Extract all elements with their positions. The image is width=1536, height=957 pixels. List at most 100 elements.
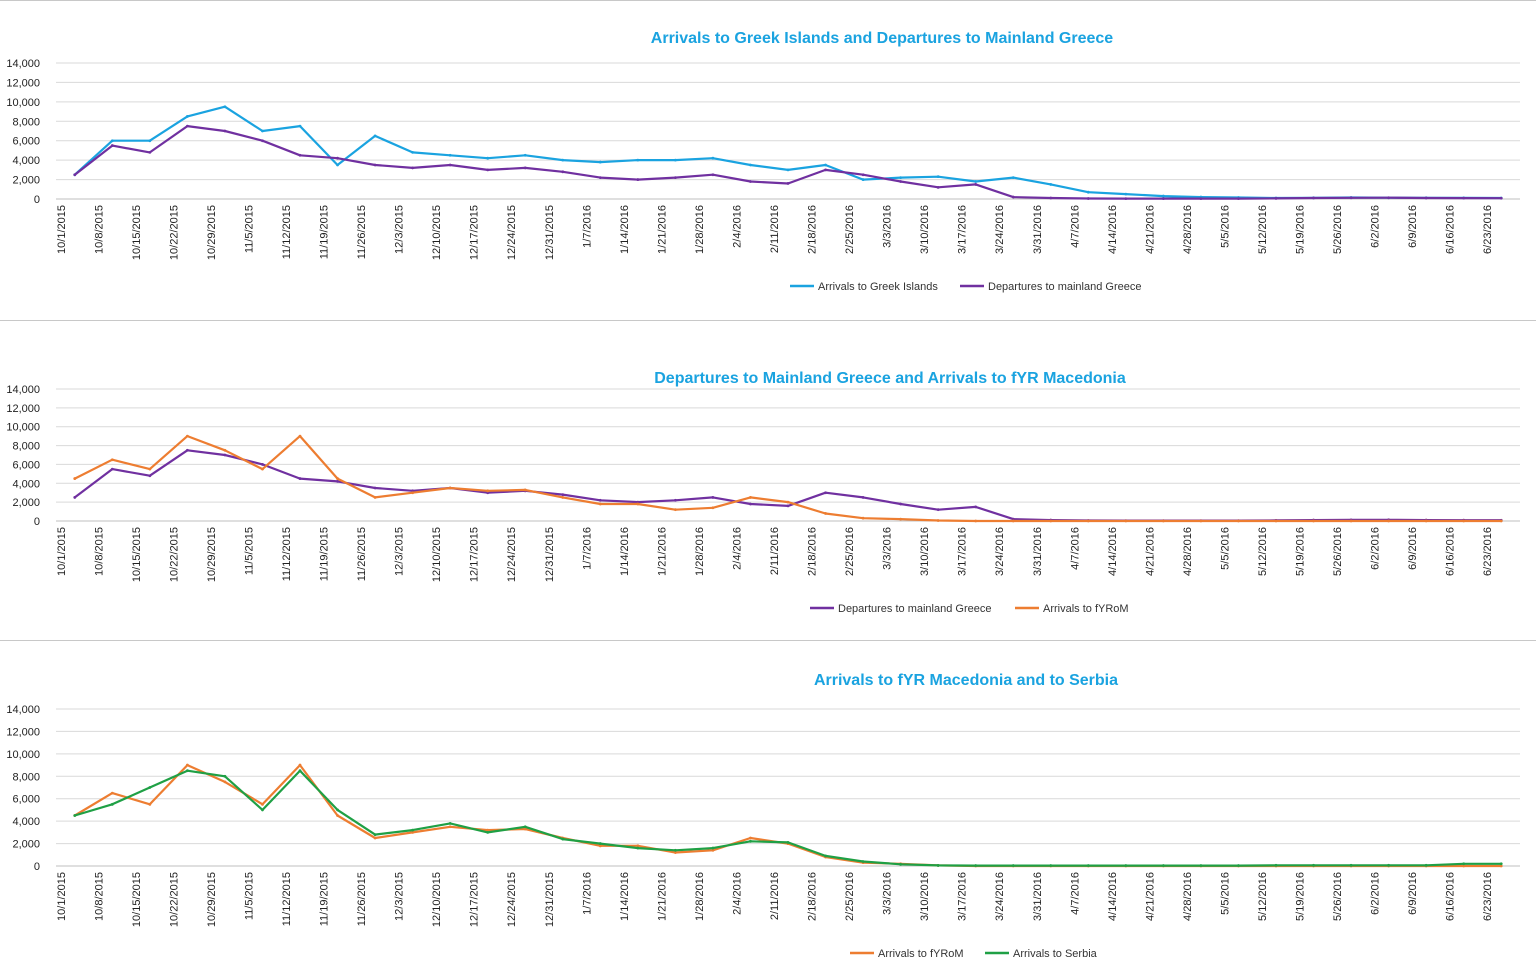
x-tick-label: 11/19/2015: [319, 872, 331, 926]
x-tick-label: 11/12/2015: [281, 205, 293, 259]
data-point: [448, 821, 452, 825]
data-point: [1312, 196, 1315, 200]
chart-arrivals-islands-departures-mainland: Arrivals to Greek Islands and Departures…: [6, 30, 1520, 293]
data-point: [636, 158, 640, 162]
x-tick-label: 12/10/2015: [431, 205, 443, 260]
chart-panel-departures-mainland-arrivals-fyrom[interactable]: Departures to Mainland Greece and Arriva…: [0, 320, 1536, 639]
x-tick-label: 5/5/2016: [1219, 205, 1231, 248]
data-point: [110, 144, 114, 147]
data-point: [1199, 864, 1203, 867]
y-tick-label: 6,000: [12, 136, 40, 148]
data-point: [1312, 519, 1315, 523]
data-point: [1161, 864, 1165, 867]
data-point: [1462, 864, 1466, 868]
chart-panel-arrivals-islands-departures-mainland[interactable]: Arrivals to Greek Islands and Departures…: [0, 0, 1536, 319]
data-point: [336, 163, 339, 167]
chart-departures-mainland-arrivals-fyrom: Departures to Mainland Greece and Arriva…: [6, 370, 1520, 615]
x-tick-label: 5/26/2016: [1332, 527, 1344, 576]
data-point: [298, 153, 302, 157]
x-tick-label: 3/24/2016: [994, 872, 1006, 921]
x-tick-label: 1/14/2016: [619, 205, 631, 254]
x-tick-label: 10/22/2015: [168, 527, 180, 582]
data-point: [636, 846, 640, 850]
data-point: [636, 502, 640, 506]
data-point: [223, 453, 227, 457]
data-point: [298, 763, 302, 767]
data-point: [1424, 196, 1428, 200]
data-point: [336, 480, 339, 483]
x-tick-label: 3/10/2016: [919, 527, 931, 576]
data-point: [824, 512, 827, 515]
data-point: [598, 160, 602, 164]
data-point: [936, 175, 940, 179]
data-point: [673, 851, 677, 854]
x-tick-label: 3/10/2016: [919, 205, 931, 254]
data-point: [974, 505, 978, 509]
x-tick-label: 12/3/2015: [394, 872, 406, 921]
y-tick-label: 8,000: [12, 441, 40, 453]
x-tick-label: 12/3/2015: [394, 527, 406, 576]
x-tick-label: 12/31/2015: [544, 872, 556, 927]
y-tick-label: 10,000: [6, 97, 40, 109]
data-point: [636, 178, 640, 181]
data-point: [861, 173, 865, 177]
chart-title: Arrivals to fYR Macedonia and to Serbia: [814, 672, 1118, 689]
data-point: [749, 496, 752, 499]
x-tick-label: 11/26/2015: [356, 205, 368, 259]
legend-label: Departures to mainland Greece: [838, 603, 991, 615]
x-tick-label: 2/18/2016: [807, 205, 819, 254]
data-point: [261, 802, 264, 806]
legend-label: Arrivals to fYRoM: [878, 948, 964, 957]
data-point: [185, 124, 189, 128]
legend-item: Arrivals to fYRoM: [850, 948, 964, 957]
chart-title: Departures to Mainland Greece and Arriva…: [654, 370, 1126, 387]
x-tick-label: 10/29/2015: [206, 205, 218, 260]
y-tick-label: 0: [34, 516, 40, 528]
data-point: [824, 491, 827, 495]
data-point: [1462, 862, 1466, 866]
data-point: [261, 467, 264, 471]
data-point: [1199, 519, 1203, 523]
legend-label: Arrivals to Greek Islands: [818, 281, 938, 293]
data-point: [148, 474, 152, 478]
data-point: [1049, 196, 1053, 200]
x-tick-label: 11/12/2015: [281, 527, 293, 581]
data-point: [373, 836, 377, 840]
y-tick-label: 14,000: [6, 58, 40, 70]
x-tick-label: 1/14/2016: [619, 872, 631, 921]
x-tick-label: 6/9/2016: [1407, 205, 1419, 248]
chart-panel-arrivals-fyrom-serbia[interactable]: Arrivals to fYR Macedonia and to Serbia 0…: [0, 640, 1536, 957]
chart-title: Arrivals to Greek Islands and Departures…: [651, 30, 1113, 47]
x-tick-label: 6/23/2016: [1482, 205, 1494, 254]
data-point: [1499, 196, 1503, 200]
y-tick-label: 2,000: [12, 175, 40, 187]
data-point: [148, 150, 152, 154]
x-tick-label: 11/26/2015: [356, 872, 368, 926]
legend-label: Arrivals to fYRoM: [1043, 603, 1129, 615]
x-tick-label: 4/14/2016: [1107, 205, 1119, 254]
data-point: [223, 448, 227, 452]
x-tick-label: 2/11/2016: [769, 872, 781, 920]
data-point: [1462, 196, 1466, 200]
data-point: [1086, 197, 1090, 200]
x-tick-label: 4/28/2016: [1182, 527, 1194, 576]
legend-item: Arrivals to Serbia: [985, 948, 1098, 957]
x-tick-label: 10/8/2015: [93, 205, 105, 254]
x-tick-label: 2/4/2016: [731, 205, 743, 248]
data-point: [1124, 864, 1128, 867]
data-point: [373, 486, 377, 490]
x-tick-label: 6/9/2016: [1407, 872, 1419, 915]
data-point: [749, 839, 752, 843]
x-tick-label: 12/24/2015: [506, 527, 518, 582]
data-point: [1237, 519, 1240, 523]
data-point: [786, 504, 790, 508]
x-tick-label: 3/31/2016: [1032, 205, 1044, 254]
x-tick-label: 6/2/2016: [1370, 205, 1382, 248]
data-point: [148, 802, 152, 806]
data-point: [373, 833, 377, 836]
x-tick-label: 4/28/2016: [1182, 205, 1194, 254]
data-point: [1161, 194, 1165, 198]
data-point: [1312, 863, 1315, 867]
series-line: [74, 124, 1502, 200]
x-tick-label: 2/25/2016: [844, 205, 856, 254]
